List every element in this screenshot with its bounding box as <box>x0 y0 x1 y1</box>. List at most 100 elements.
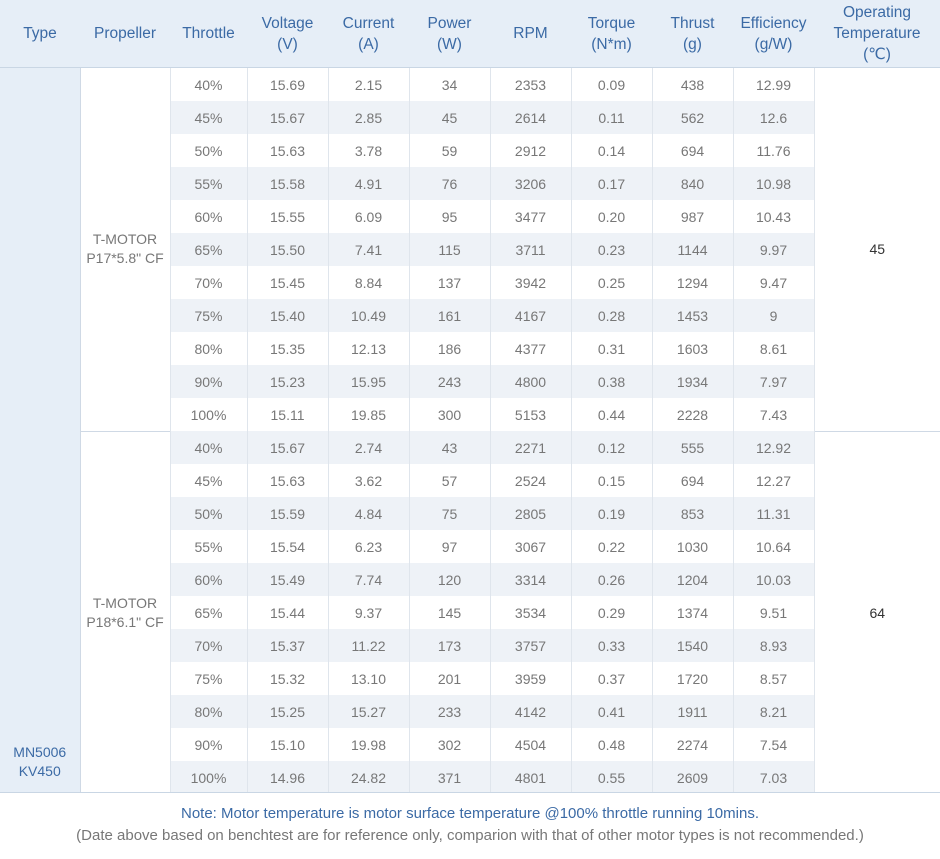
power-cell: 120 <box>409 563 491 596</box>
propeller-line: P18*6.1" CF <box>86 613 164 630</box>
torque-cell: 0.31 <box>571 332 653 365</box>
throttle-cell: 40% <box>170 67 248 101</box>
throttle-cell: 55% <box>170 167 248 200</box>
current-cell: 19.85 <box>328 398 410 431</box>
power-cell: 371 <box>409 761 491 794</box>
thrust-cell: 1204 <box>652 563 734 596</box>
voltage-cell: 15.54 <box>247 530 329 563</box>
voltage-cell: 15.25 <box>247 695 329 728</box>
efficiency-cell: 10.98 <box>733 167 815 200</box>
temperature-cell: 64 <box>814 430 940 794</box>
table-row: T-MOTOR P18*6.1" CF 40% 15.67 2.74 43 2271 0.12… <box>0 430 940 794</box>
efficiency-cell: 9.51 <box>733 596 815 629</box>
thrust-cell: 1540 <box>652 629 734 662</box>
rpm-cell: 3206 <box>490 167 572 200</box>
throttle-cell: 55% <box>170 530 248 563</box>
torque-cell: 0.33 <box>571 629 653 662</box>
throttle-cell: 60% <box>170 200 248 233</box>
rpm-cell: 2614 <box>490 101 572 134</box>
voltage-cell: 15.10 <box>247 728 329 761</box>
power-cell: 97 <box>409 530 491 563</box>
col-header-propeller: Propeller <box>80 0 170 68</box>
table-row: 45% 15.67 2.85 45 2614 0.11 562 12.6 <box>0 101 940 134</box>
propeller-line: T-MOTOR <box>92 594 158 611</box>
rpm-cell: 5153 <box>490 398 572 431</box>
power-cell: 233 <box>409 695 491 728</box>
throttle-cell: 65% <box>170 233 248 266</box>
torque-cell: 0.09 <box>571 67 653 101</box>
efficiency-cell: 10.64 <box>733 530 815 563</box>
rpm-cell: 3959 <box>490 662 572 695</box>
rpm-cell: 3942 <box>490 266 572 299</box>
header-row: Type Propeller Throttle Voltage (V) Curre… <box>0 0 940 68</box>
throttle-cell: 75% <box>170 662 248 695</box>
table-row: 75% 15.40 10.49 161 4167 0.28 1453 9 <box>0 299 940 332</box>
propeller-line: P17*5.8" CF <box>86 250 164 267</box>
table-body: MN5006 KV450 T-MOTOR P17*5.8" CF 40% 15.69 2.1… <box>0 67 940 794</box>
col-header-torque: Torque (N*m) <box>571 0 652 68</box>
throttle-cell: 80% <box>170 332 248 365</box>
col-header-current: Current (A) <box>328 0 409 68</box>
current-cell: 6.09 <box>328 200 410 233</box>
current-cell: 19.98 <box>328 728 410 761</box>
rpm-cell: 3477 <box>490 200 572 233</box>
thrust-cell: 555 <box>652 431 734 464</box>
power-cell: 302 <box>409 728 491 761</box>
table-row: 75% 15.32 13.10 201 3959 0.37 1720 8.57 <box>0 662 940 695</box>
thrust-cell: 1030 <box>652 530 734 563</box>
torque-cell: 0.48 <box>571 728 653 761</box>
rpm-cell: 4377 <box>490 332 572 365</box>
voltage-cell: 15.58 <box>247 167 329 200</box>
motor-type-cell: MN5006 KV450 <box>0 67 81 794</box>
efficiency-cell: 12.92 <box>733 431 815 464</box>
col-header-rpm: RPM <box>490 0 571 68</box>
power-cell: 115 <box>409 233 491 266</box>
table-row: 70% 15.37 11.22 173 3757 0.33 1540 8.93 <box>0 629 940 662</box>
thrust-cell: 1911 <box>652 695 734 728</box>
rpm-cell: 2805 <box>490 497 572 530</box>
voltage-cell: 15.63 <box>247 464 329 497</box>
rpm-cell: 3067 <box>490 530 572 563</box>
torque-cell: 0.14 <box>571 134 653 167</box>
rpm-cell: 4800 <box>490 365 572 398</box>
throttle-cell: 45% <box>170 464 248 497</box>
power-cell: 95 <box>409 200 491 233</box>
efficiency-cell: 7.43 <box>733 398 815 431</box>
table-row: 60% 15.55 6.09 95 3477 0.20 987 10.43 <box>0 200 940 233</box>
table-row: 60% 15.49 7.74 120 3314 0.26 1204 10.03 <box>0 563 940 596</box>
power-cell: 243 <box>409 365 491 398</box>
torque-cell: 0.28 <box>571 299 653 332</box>
torque-cell: 0.11 <box>571 101 653 134</box>
thrust-cell: 1934 <box>652 365 734 398</box>
thrust-cell: 694 <box>652 464 734 497</box>
torque-cell: 0.20 <box>571 200 653 233</box>
torque-cell: 0.19 <box>571 497 653 530</box>
table-row: 90% 15.23 15.95 243 4800 0.38 1934 7.97 <box>0 365 940 398</box>
motor-type-line: KV450 <box>18 763 61 779</box>
throttle-cell: 60% <box>170 563 248 596</box>
torque-cell: 0.29 <box>571 596 653 629</box>
thrust-cell: 2609 <box>652 761 734 794</box>
motor-type-line: MN5006 <box>13 744 67 760</box>
rpm-cell: 4167 <box>490 299 572 332</box>
voltage-cell: 15.69 <box>247 67 329 101</box>
torque-cell: 0.25 <box>571 266 653 299</box>
voltage-cell: 15.59 <box>247 497 329 530</box>
rpm-cell: 4142 <box>490 695 572 728</box>
efficiency-cell: 11.31 <box>733 497 815 530</box>
current-cell: 11.22 <box>328 629 410 662</box>
current-cell: 7.74 <box>328 563 410 596</box>
torque-cell: 0.38 <box>571 365 653 398</box>
power-cell: 45 <box>409 101 491 134</box>
torque-cell: 0.12 <box>571 431 653 464</box>
thrust-cell: 1720 <box>652 662 734 695</box>
power-cell: 43 <box>409 431 491 464</box>
efficiency-cell: 9 <box>733 299 815 332</box>
current-cell: 2.74 <box>328 431 410 464</box>
propeller-cell: T-MOTOR P17*5.8" CF <box>80 67 171 431</box>
efficiency-cell: 9.97 <box>733 233 815 266</box>
col-header-temperature: Operating Temperature (℃) <box>814 0 940 68</box>
efficiency-cell: 12.6 <box>733 101 815 134</box>
col-header-type: Type <box>0 0 80 68</box>
